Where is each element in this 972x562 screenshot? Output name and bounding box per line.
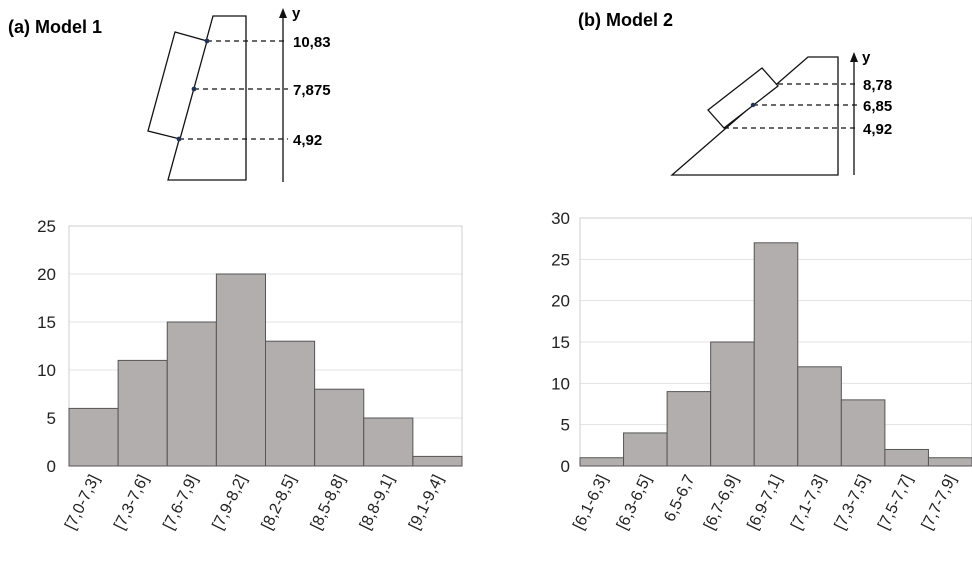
model-1-diagram: (a) Model 1 y 10,83 7,875 4,92 [8,5,331,182]
bar-5 [797,366,842,467]
bar-6 [363,417,414,467]
x-tick-label: [6,1-6,3] [570,472,611,532]
y-tick-label: 20 [551,292,570,311]
model-1-y-axis-arrowhead [279,8,287,18]
bar-6 [840,399,886,467]
y-tick-label: 10 [37,361,56,380]
bar-8 [927,457,972,467]
bar-7 [412,455,463,467]
bar-0 [579,457,625,467]
x-tick-label: [6,7-6,9] [701,472,742,532]
bar-0 [68,407,119,467]
y-tick-label: 0 [47,457,56,476]
x-tick-label: 6,5-6,7 [661,472,698,524]
x-tick-label: [8,5-8,8] [308,472,349,532]
bar-1 [117,359,168,467]
y-tick-label: 0 [561,457,570,476]
bar-2 [166,321,217,467]
model-1-point-mid [191,86,197,92]
bar-3 [215,273,266,467]
y-tick-label: 5 [47,409,56,428]
model-2-title: (b) Model 2 [578,10,673,30]
x-tick-label: [8,2-8,5] [259,472,300,532]
x-tick-label: [7,3-7,5] [832,472,873,532]
x-tick-label: [7,0-7,3] [62,472,103,532]
model-1-level-mid: 7,875 [293,82,331,99]
model-1-y-axis-letter: y [292,5,301,22]
x-tick-label: [7,9-8,2] [210,472,251,532]
model-2-level-bottom: 4,92 [863,121,892,138]
model-2-level-top: 8,78 [863,77,892,94]
y-tick-label: 15 [551,333,570,352]
model-1-histogram: 0 5 10 15 20 25 [7,0-7,3] [7,3-7,6] [7,6-7,9] [7,… [37,217,463,533]
y-tick-label: 10 [551,374,570,393]
bar-1 [623,432,668,467]
y-tick-label: 5 [561,416,570,435]
y-tick-label: 20 [37,265,56,284]
x-tick-label: [7,3-7,6] [111,472,152,532]
bar-4 [753,242,799,467]
bar-2 [666,391,712,467]
model-1-level-top: 10,83 [293,34,331,51]
model-1-title: (a) Model 1 [8,17,102,37]
x-tick-label: [7,6-7,9] [160,472,201,532]
model-1-point-bottom [176,136,182,142]
model-1-level-bottom: 4,92 [293,132,322,149]
x-tick-label: [9,1-9,4] [406,472,447,532]
model-2-diagram: (b) Model 2 y 8,78 6,85 4,92 [578,10,892,176]
x-tick-label: [7,5-7,7] [875,472,916,532]
x-tick-label: [8,8-9,1] [357,472,398,532]
y-tick-label: 25 [37,217,56,236]
model-2-point-mid [750,102,756,108]
model-2-y-axis-arrowhead [850,52,858,62]
model-2-block [707,67,779,129]
bar-7 [884,448,929,467]
x-tick-label: [7,1-7,3] [788,472,829,532]
x-tick-label: [7,7-7,9] [919,472,960,532]
x-tick-label: [6,3-6,5] [614,472,655,532]
y-tick-label: 15 [37,313,56,332]
model-2-level-mid: 6,85 [863,98,892,115]
model-1-point-top [204,38,210,44]
bar-5 [314,388,365,467]
model-2-y-axis-letter: y [862,49,871,66]
y-tick-label: 25 [551,250,570,269]
bar-3 [710,341,755,467]
y-tick-label: 30 [551,209,570,228]
x-tick-label: [6,9-7,1] [745,472,786,532]
bar-4 [265,340,316,467]
